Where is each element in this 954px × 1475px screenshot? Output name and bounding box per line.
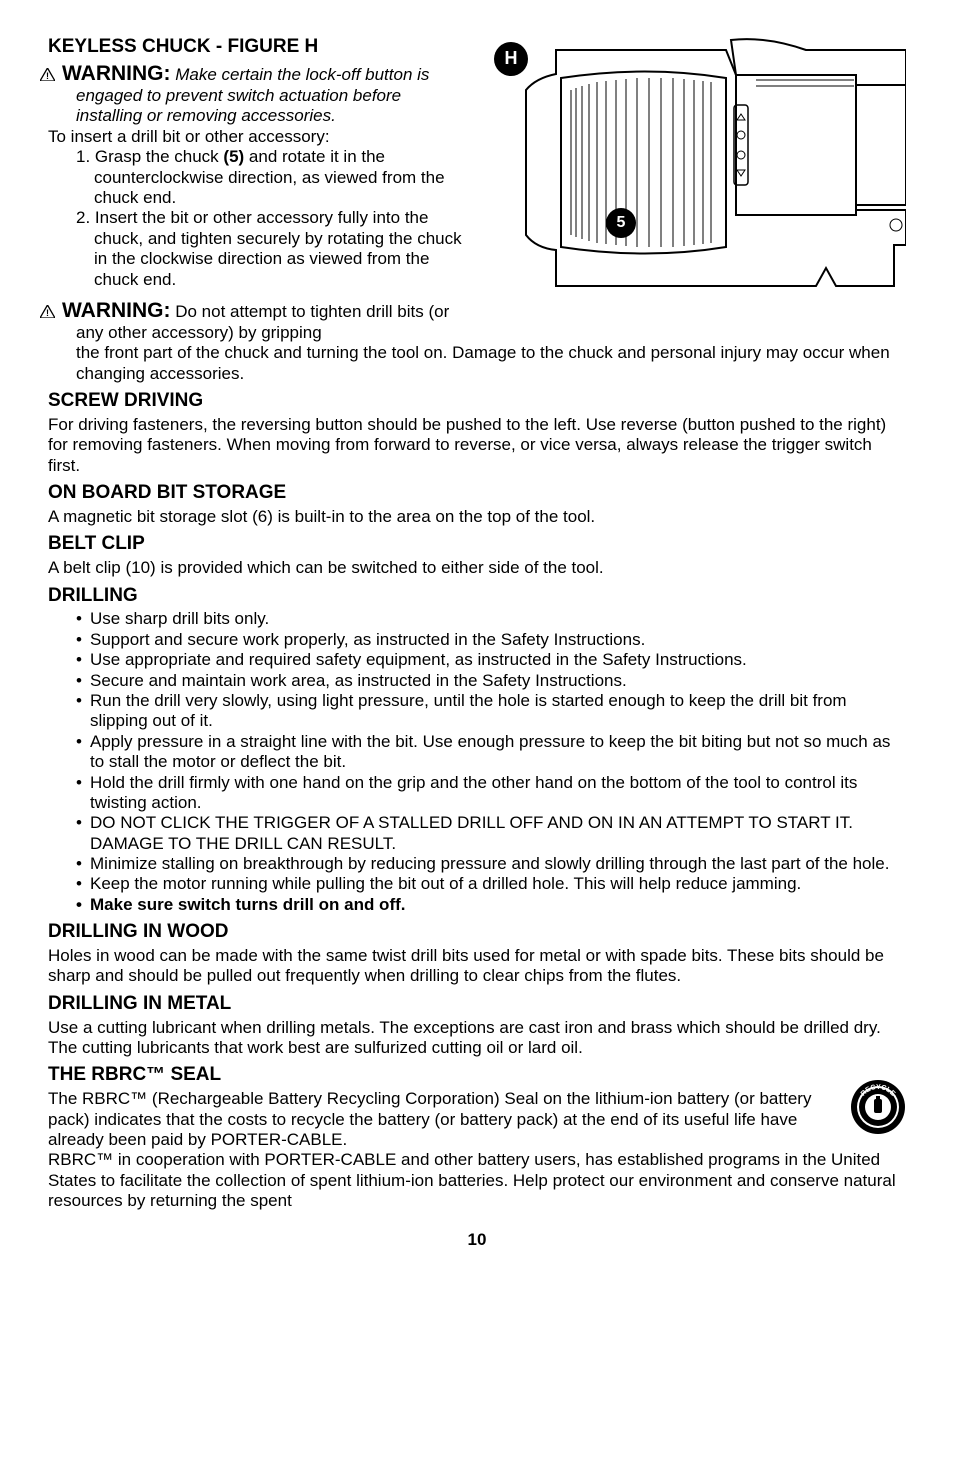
step1-a: 1. Grasp the chuck (76, 147, 223, 166)
belt-body: A belt clip (10) is provided which can b… (48, 558, 906, 578)
svg-text:!: ! (46, 71, 49, 81)
rbrc-section: RECYCLE The RBRC™ (Rechargeable Battery … (48, 1089, 906, 1150)
metal-body: Use a cutting lubricant when drilling me… (48, 1018, 906, 1059)
heading-metal: DRILLING IN METAL (48, 993, 906, 1016)
bullet: Hold the drill firmly with one hand on t… (76, 773, 906, 814)
bullet: Keep the motor running while pulling the… (76, 874, 906, 894)
bullet: DO NOT CLICK THE TRIGGER OF A STALLED DR… (76, 813, 906, 854)
onboard-body: A magnetic bit storage slot (6) is built… (48, 507, 906, 527)
heading-keyless: KEYLESS CHUCK - FIGURE H (48, 36, 466, 59)
heading-rbrc: THE RBRC™ SEAL (48, 1064, 906, 1087)
step-1: 1. Grasp the chuck (5) and rotate it in … (48, 147, 466, 208)
heading-onboard: ON BOARD BIT STORAGE (48, 482, 906, 505)
figure-label-h: H (494, 42, 528, 76)
wood-body: Holes in wood can be made with the same … (48, 946, 906, 987)
heading-belt: BELT CLIP (48, 533, 906, 556)
step-2: 2. Insert the bit or other accessory ful… (48, 208, 466, 290)
heading-screw: SCREW DRIVING (48, 390, 906, 413)
warning-2-continuation: the front part of the chuck and turning … (48, 343, 906, 384)
rbrc-body-2: RBRC™ in cooperation with PORTER-CABLE a… (48, 1150, 906, 1211)
bullet: Use sharp drill bits only. (76, 609, 906, 629)
text-column: KEYLESS CHUCK - FIGURE H ! WARNING: Make… (48, 30, 466, 343)
heading-drilling: DRILLING (48, 585, 906, 608)
page-number: 10 (48, 1230, 906, 1250)
figure-h: H (476, 30, 906, 343)
warning-label: WARNING: (62, 299, 171, 322)
bullet: Secure and maintain work area, as instru… (76, 671, 906, 691)
bullet: Apply pressure in a straight line with t… (76, 732, 906, 773)
heading-wood: DRILLING IN WOOD (48, 921, 906, 944)
drilling-bullets: Use sharp drill bits only. Support and s… (48, 609, 906, 915)
bullet: Make sure switch turns drill on and off. (76, 895, 906, 915)
bullet: Run the drill very slowly, using light p… (76, 691, 906, 732)
svg-text:!: ! (46, 308, 49, 318)
warning-2: ! WARNING: Do not attempt to tighten dri… (48, 298, 466, 344)
drill-figure-svg (476, 30, 906, 290)
rbrc-seal-icon: RECYCLE (850, 1079, 906, 1135)
warning-1: ! WARNING: Make certain the lock-off but… (48, 61, 466, 127)
top-section: KEYLESS CHUCK - FIGURE H ! WARNING: Make… (48, 30, 906, 343)
warning-label: WARNING: (62, 62, 171, 85)
insert-intro: To insert a drill bit or other accessory… (48, 127, 466, 147)
step1-bold: (5) (223, 147, 244, 166)
bullet: Minimize stalling on breakthrough by red… (76, 854, 906, 874)
bullet: Use appropriate and required safety equi… (76, 650, 906, 670)
figure-label-5: 5 (606, 208, 636, 238)
screw-body: For driving fasteners, the reversing but… (48, 415, 906, 476)
rbrc-body-1: The RBRC™ (Rechargeable Battery Recyclin… (48, 1089, 811, 1149)
bullet: Support and secure work properly, as ins… (76, 630, 906, 650)
